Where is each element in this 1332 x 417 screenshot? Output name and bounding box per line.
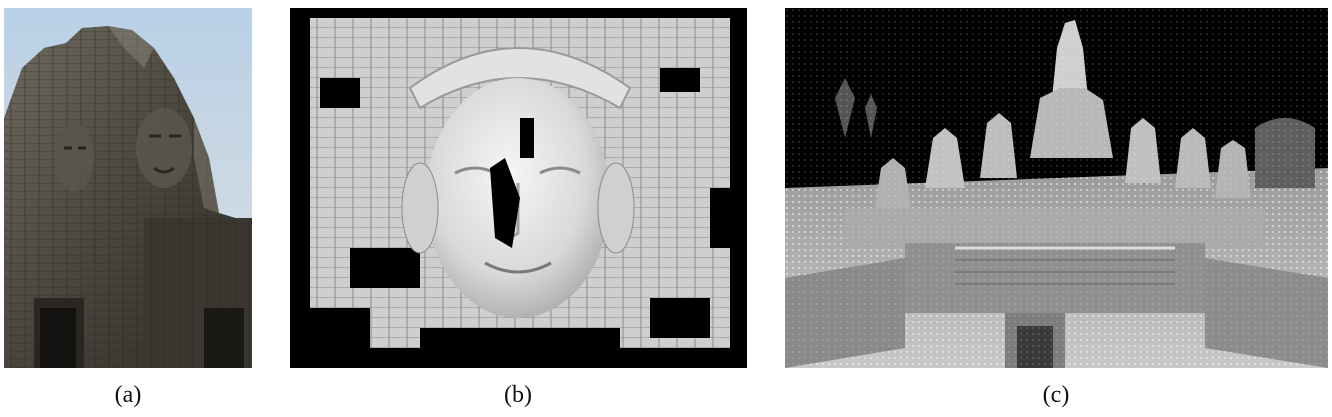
panel-a-label: (a) [114,382,142,408]
panel-c-label: (c) [1042,382,1070,408]
face-render-illustration [310,18,740,348]
temple-point-cloud [785,8,1328,368]
stone-tower-photo [4,8,252,368]
temple-point-cloud-illustration [785,8,1328,368]
panel-b-label: (b) [504,382,532,408]
face-render [290,8,747,368]
stone-tower-illustration [4,26,252,368]
